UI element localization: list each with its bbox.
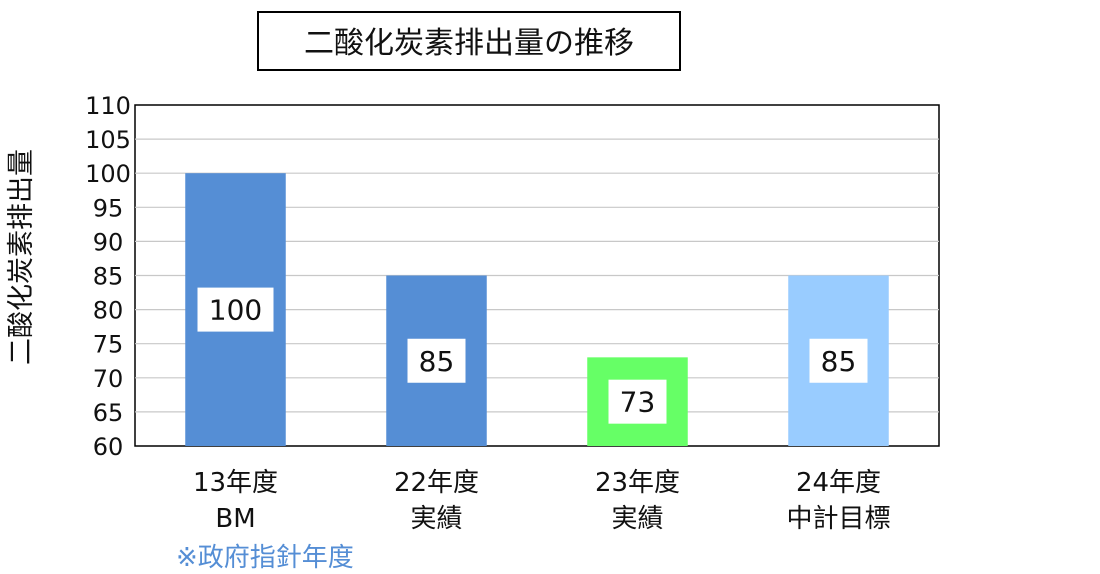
y-tick-label: 95 (93, 194, 124, 222)
data-label-box (197, 287, 274, 332)
data-label-box (407, 338, 466, 383)
data-label-box (809, 338, 868, 383)
category-label: 中計目標 (786, 504, 890, 534)
category-label: 13年度 (193, 468, 278, 498)
y-tick-label: 110 (85, 92, 131, 120)
category-label: BM (215, 504, 255, 534)
y-axis-label: 二酸化炭素排出量 (6, 149, 37, 365)
y-tick-label: 85 (93, 263, 124, 291)
y-tick-label: 105 (85, 126, 131, 154)
y-tick-label: 90 (93, 228, 124, 256)
y-axis-ticks: 60 65 70 75 80 85 90 95 100 105 110 (85, 92, 131, 461)
data-label-box (608, 379, 667, 424)
y-tick-label: 80 (93, 297, 124, 325)
y-tick-label: 65 (93, 399, 124, 427)
y-tick-label: 60 (93, 433, 124, 461)
category-label: 24年度 (796, 468, 881, 498)
chart-title-box (257, 11, 681, 71)
data-label: 85 (821, 345, 857, 378)
annotation-note: ※政府指針年度 (176, 543, 354, 573)
category-label: 23年度 (595, 468, 680, 498)
data-label: 85 (419, 345, 455, 378)
category-label: 22年度 (394, 468, 479, 498)
y-tick-label: 75 (93, 331, 124, 359)
data-label: 73 (620, 386, 656, 419)
category-label: 実績 (410, 504, 462, 534)
y-tick-label: 70 (93, 365, 124, 393)
data-label: 100 (209, 294, 262, 327)
y-tick-label: 100 (85, 160, 131, 188)
category-label: 実績 (611, 504, 663, 534)
data-labels: 100 85 73 85 (197, 287, 868, 424)
chart-title: 二酸化炭素排出量の推移 (304, 26, 634, 61)
